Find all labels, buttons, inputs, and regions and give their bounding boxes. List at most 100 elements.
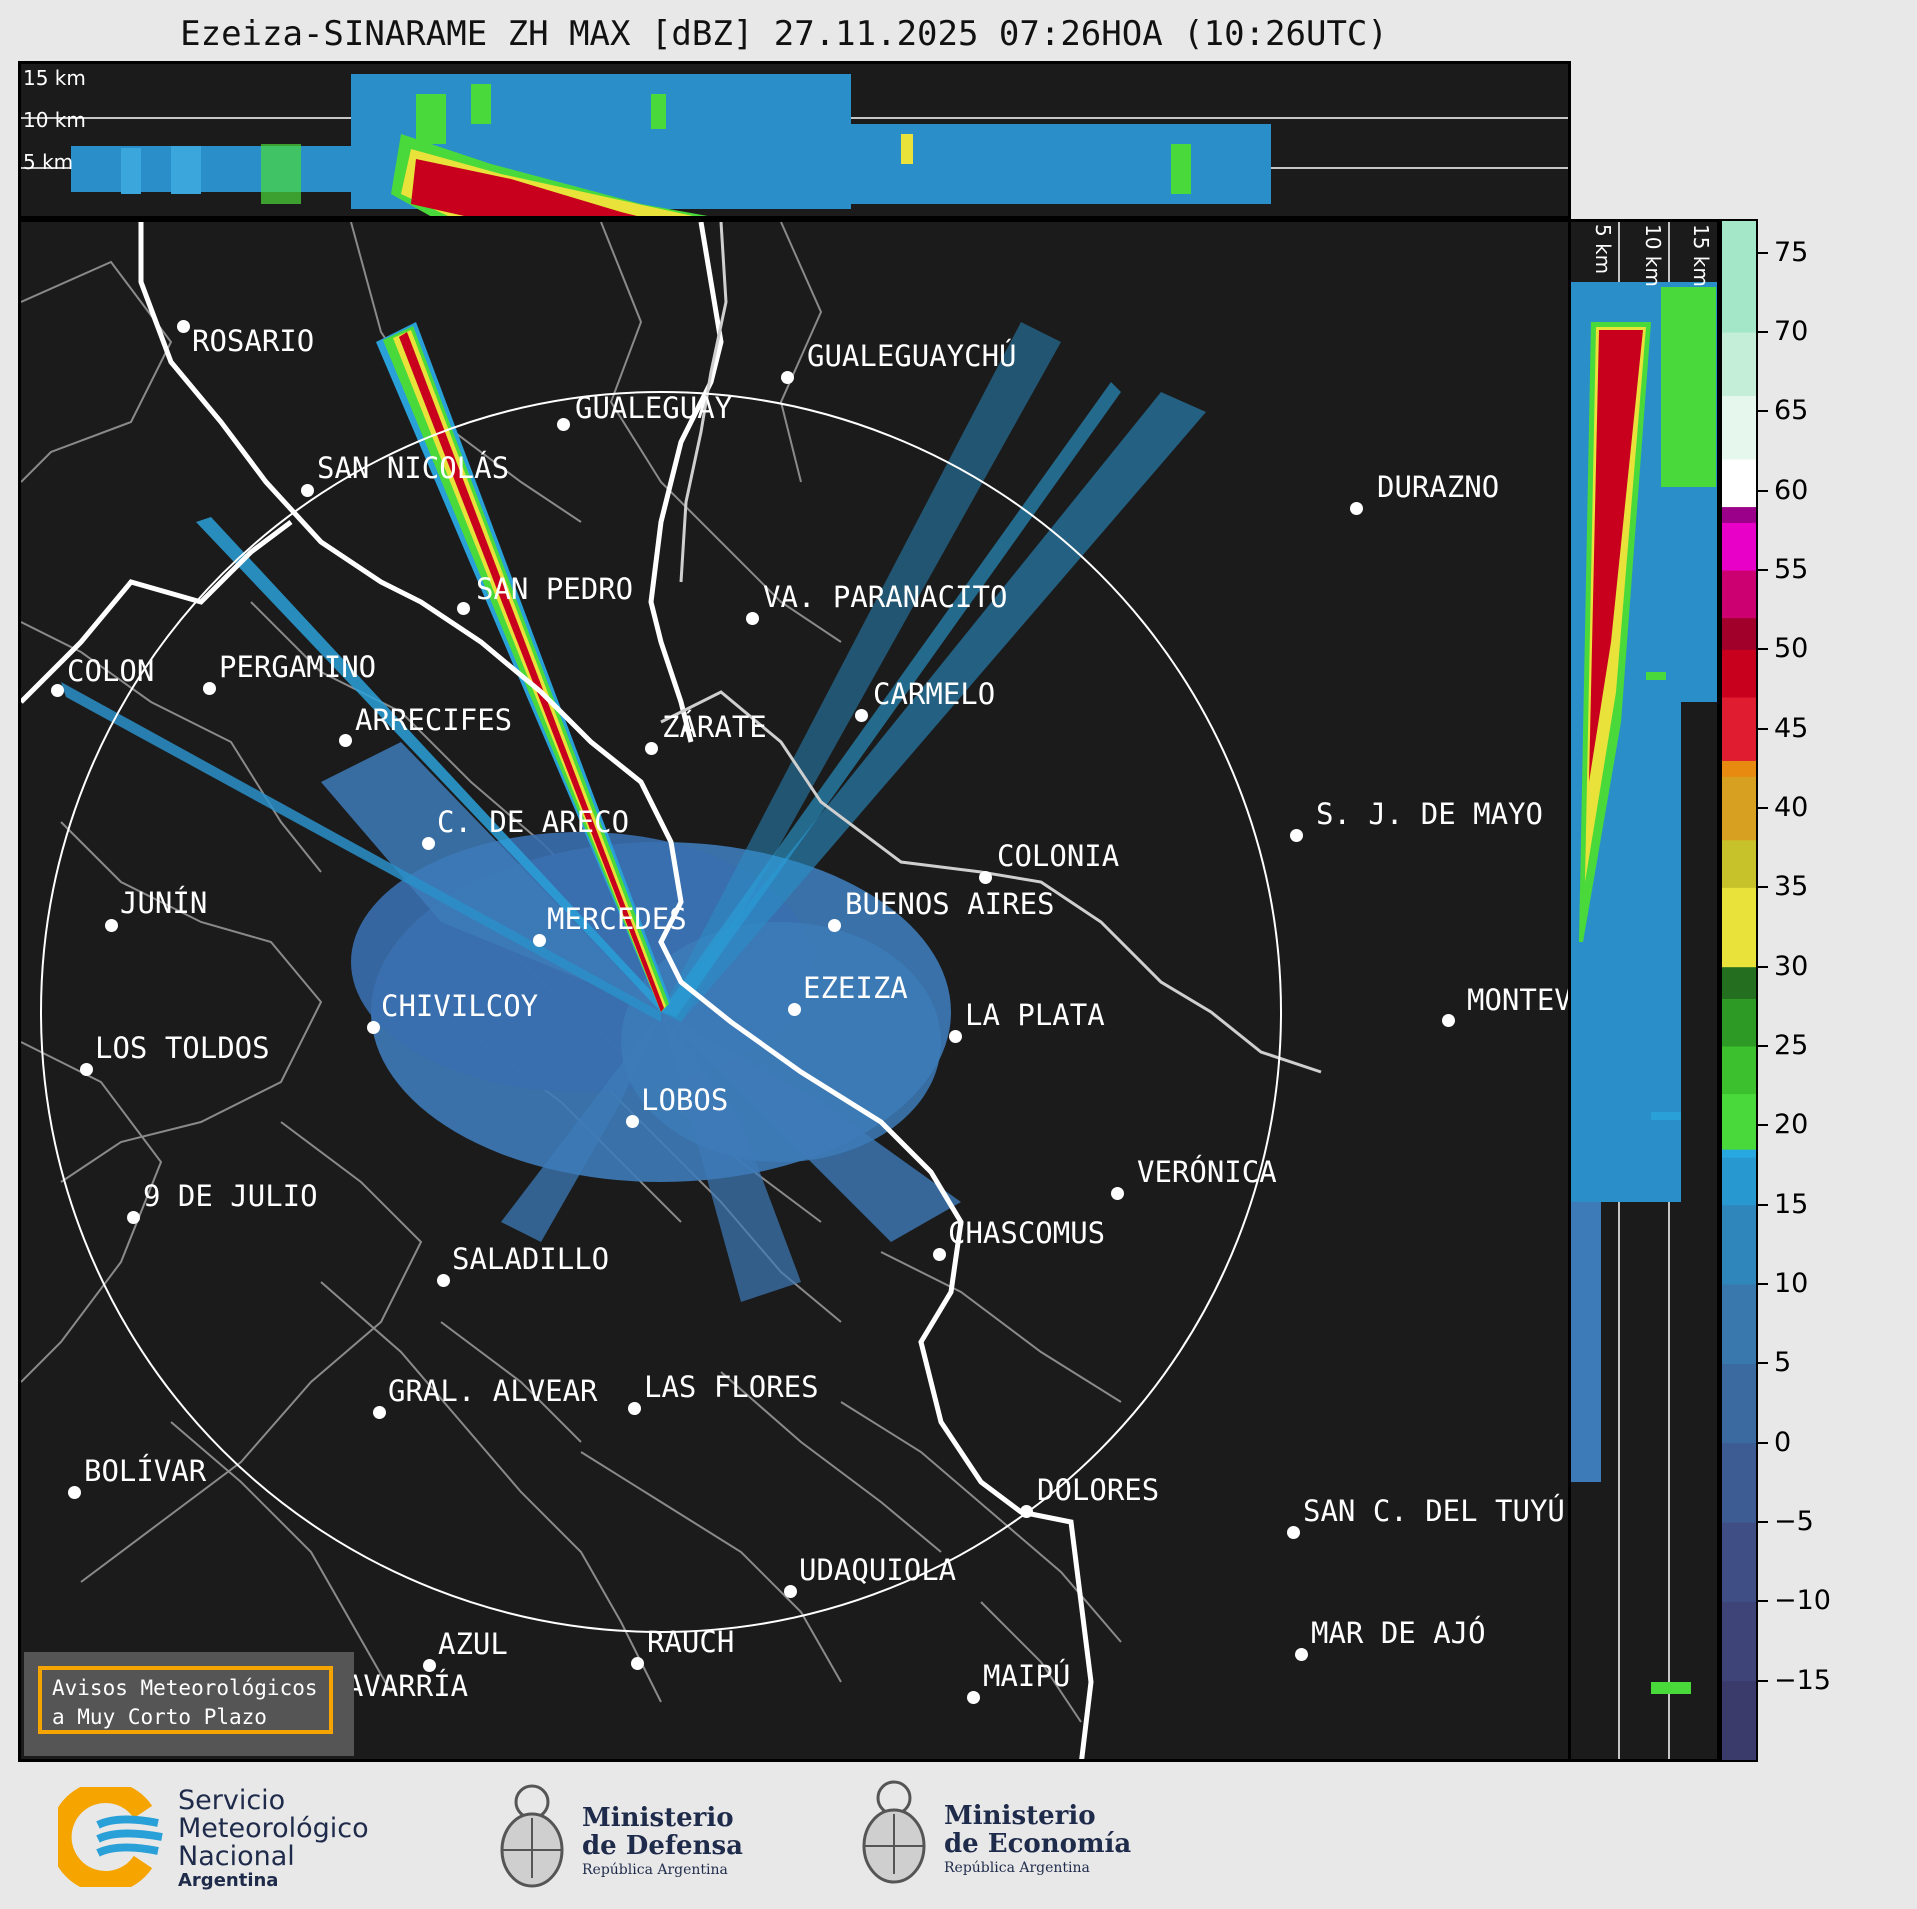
city-dot-mercedes [533,934,546,947]
city-label-dolores: DOLORES [1037,1473,1160,1507]
height-label-right-15km: 15 km [1689,224,1713,287]
city-dot-saladillo [437,1274,450,1287]
city-label-chascomus: CHASCOMUS [948,1216,1106,1250]
colorbar-tick-label: 50 [1774,633,1809,665]
defensa-line2: de Defensa [582,1831,743,1861]
city-label-san-c-del-tuyu: SAN C. DEL TUYÚ [1303,1494,1565,1528]
city-label-pergamino: PERGAMINO [219,650,377,684]
height-label-right-5km: 5 km [1591,224,1615,275]
smn-line1: Servicio [178,1785,286,1816]
colorbar-tick-label: 70 [1774,316,1809,348]
city-label-zarate: ZÁRATE [662,710,767,744]
city-dot-maipu [967,1691,980,1704]
colorbar-tick-mark [1758,1441,1768,1444]
city-dot-lobos [626,1115,639,1128]
city-dot-dolores [1020,1505,1033,1518]
city-dot-junin [105,919,118,932]
city-dot-colonia [979,871,992,884]
warning-badge-frame[interactable]: Avisos Meteorológicos a Muy Corto Plazo [38,1666,333,1734]
city-dot-pergamino [203,682,216,695]
colorbar-segment [1722,1601,1756,1682]
city-dot-gualeguay [557,418,570,431]
city-label-maipu: MAIPÚ [983,1659,1071,1693]
colorbar-tick-mark [1758,1362,1768,1365]
colorbar-tick-label: 60 [1774,474,1809,506]
colorbar-segment [1722,1442,1756,1523]
chart-title: Ezeiza-SINARAME ZH MAX [dBZ] 27.11.2025 … [180,14,1388,54]
colorbar-tick-mark [1758,1521,1768,1523]
height-label-15km: 15 km [23,66,86,90]
colorbar-tick-mark [1758,489,1768,492]
colorbar-segment [1722,760,1756,777]
colorbar-tick-mark [1758,807,1768,810]
colorbar-segment [1722,696,1756,761]
colorbar-segment [1722,1093,1756,1150]
colorbar-segment [1722,1284,1756,1364]
city-dot-sj-de-mayo [1290,829,1303,842]
defensa-coat-of-arms-icon [494,1778,570,1896]
city-dot-la-plata [949,1030,962,1043]
colorbar-tick-mark [1758,569,1768,572]
colorbar-segment [1722,649,1756,698]
height-section-top: 15 km 10 km 5 km [18,61,1571,219]
city-label-sj-de-mayo: S. J. DE MAYO [1316,797,1543,831]
city-dot-gualeguaychu [781,371,794,384]
city-label-chivilcoy: CHIVILCOY [381,989,539,1023]
city-label-carmelo: CARMELO [873,677,996,711]
city-dot-san-c-del-tuyu [1287,1526,1300,1539]
city-label-bolivar: BOLÍVAR [84,1454,207,1488]
city-label-la-plata: LA PLATA [965,998,1105,1032]
badge-line2: a Muy Corto Plazo [52,1705,267,1729]
city-dot-carmelo [855,709,868,722]
colorbar-segment [1722,1157,1756,1206]
colorbar-segment [1722,776,1756,841]
colorbar-segment [1722,1363,1756,1444]
colorbar-tick-mark [1758,1124,1768,1127]
city-label-las-flores: LAS FLORES [644,1370,819,1404]
economia-line1: Ministerio [944,1801,1096,1831]
colorbar-segment [1722,458,1756,508]
city-dot-mar-de-ajo [1295,1648,1308,1661]
colorbar [1720,219,1758,1762]
city-label-lobos: LOBOS [641,1083,729,1117]
colorbar-tick-label: −10 [1774,1585,1831,1617]
colorbar-tick-label: 10 [1774,1268,1809,1300]
city-dot-ezeiza [788,1003,801,1016]
city-label-san-pedro: SAN PEDRO [476,572,634,606]
colorbar-tick-mark [1758,1600,1768,1603]
colorbar-segment [1722,1522,1756,1602]
colorbar-tick-label: 45 [1774,712,1809,744]
city-dot-arrecifes [339,734,352,747]
colorbar-tick-mark [1758,1203,1768,1206]
city-label-gualeguay: GUALEGUAY [575,391,733,425]
colorbar-tick-label: −5 [1774,1506,1814,1537]
city-label-colonia: COLONIA [997,839,1120,873]
economia-line3: República Argentina [944,1860,1090,1876]
colorbar-tick-mark [1758,410,1768,413]
radar-map[interactable]: ROSARIO GUALEGUAYCHÚ GUALEGUAY SAN NICOL… [18,219,1571,1762]
city-dot-va-paranacito [746,612,759,625]
city-dot-san-nicolas [301,484,314,497]
colorbar-tick-mark [1758,886,1768,889]
city-dot-udaquiola [784,1585,797,1598]
economia-line2: de Economía [944,1829,1132,1859]
colorbar-segment [1722,1149,1756,1158]
colorbar-tick-label: 75 [1774,236,1809,268]
height-section-right-svg [1571,222,1717,1759]
city-label-rosario: ROSARIO [192,324,315,358]
colorbar-segment [1722,617,1756,650]
city-label-veronica: VERÓNICA [1137,1155,1277,1189]
colorbar-segment [1722,1204,1756,1285]
defensa-line1: Ministerio [582,1803,734,1833]
city-dot-rosario [177,320,190,333]
city-label-rauch: RAUCH [647,1625,735,1659]
city-dot-c-de-areco [422,837,435,850]
colorbar-tick-label: 35 [1774,871,1809,903]
city-dot-durazno [1350,502,1363,515]
city-label-gral-alvear: GRAL. ALVEAR [388,1374,598,1408]
warning-badge[interactable]: Avisos Meteorológicos a Muy Corto Plazo [24,1652,354,1756]
colorbar-tick-mark [1758,331,1768,334]
city-label-azul: AZUL [438,1627,508,1661]
city-dot-9-de-julio [127,1211,140,1224]
city-label-colon: COLON [67,654,155,688]
